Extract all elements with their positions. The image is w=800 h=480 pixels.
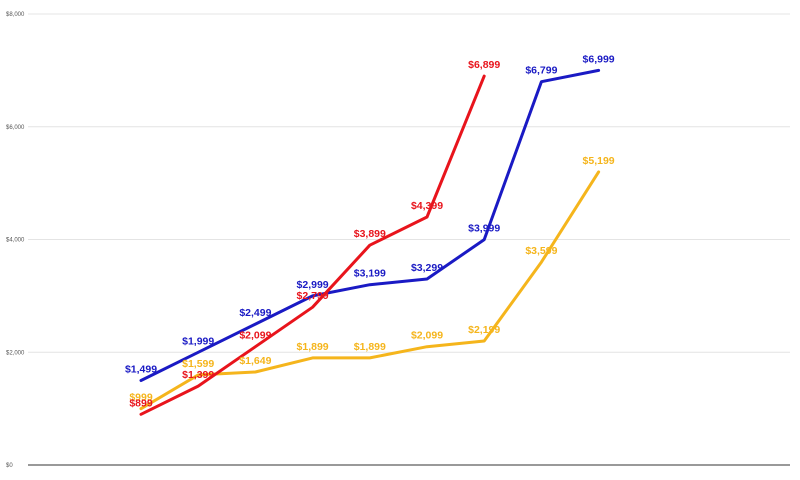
data-label: $2,999 [297,279,329,291]
data-label: $899 [129,397,153,409]
data-labels: $1,499 $1,999 $2,499 $2,999 $3,199 $3,299 $3,9… [125,53,615,409]
data-label: $3,599 [525,245,557,257]
data-label: $2,099 [239,330,271,342]
data-label: $2,099 [411,330,443,342]
data-label: $1,499 [125,364,157,376]
data-label: $3,899 [354,228,386,240]
series-line [139,68,601,382]
data-label: $1,649 [239,355,271,367]
data-label: $1,899 [354,341,386,353]
data-label: $2,799 [297,290,329,302]
data-label: $4,399 [411,200,443,212]
data-label: $6,999 [583,53,615,65]
y-axis-ticks: $0 $2,000 $4,000 $6,000 $8,000 [6,12,25,469]
data-label: $999 [129,392,153,404]
data-label: $3,199 [354,268,386,280]
data-label: $1,399 [182,369,214,381]
y-tick-label: $2,000 [6,350,25,356]
data-label: $1,999 [182,335,214,347]
series-lines [139,68,601,416]
y-tick-label: $0 [6,463,13,469]
data-label: $5,199 [583,155,615,167]
data-label: $1,599 [182,358,214,370]
data-label: $6,799 [525,65,557,77]
y-tick-label: $8,000 [6,12,25,18]
data-label: $3,299 [411,262,443,274]
y-tick-label: $4,000 [6,238,25,244]
data-label: $6,899 [468,59,500,71]
gridlines [28,13,790,466]
series-line [139,74,486,416]
y-tick-label: $6,000 [6,125,25,131]
data-label: $2,499 [239,307,271,319]
data-label: $2,199 [468,324,500,336]
data-label: $1,899 [297,341,329,353]
data-label: $3,999 [468,223,500,235]
